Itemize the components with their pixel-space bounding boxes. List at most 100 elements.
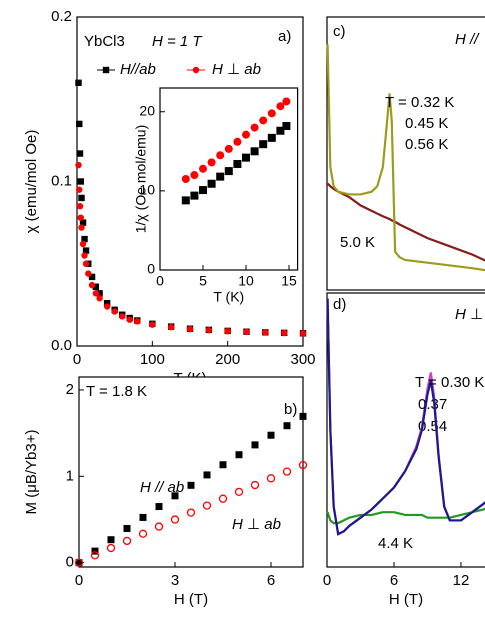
marker bbox=[251, 441, 259, 449]
marker bbox=[126, 316, 133, 323]
x-tick-label: 15 bbox=[281, 273, 297, 289]
marker bbox=[186, 325, 194, 333]
marker bbox=[243, 328, 250, 336]
legend-label: H//ab bbox=[120, 61, 156, 78]
marker bbox=[203, 471, 211, 479]
y-tick-label: 20 bbox=[139, 102, 155, 118]
marker bbox=[259, 116, 268, 125]
annotation: 0.54 bbox=[418, 418, 447, 435]
x-tick-label: 10 bbox=[238, 273, 254, 289]
marker bbox=[199, 186, 207, 195]
marker bbox=[134, 318, 141, 325]
annotation: H // bbox=[455, 31, 480, 48]
marker bbox=[259, 140, 268, 149]
x-tick-label: 6 bbox=[267, 572, 275, 589]
data-line bbox=[326, 507, 485, 525]
x-axis-label: H (T) bbox=[389, 591, 423, 608]
marker bbox=[79, 219, 87, 226]
x-axis-label: T (K) bbox=[213, 289, 244, 305]
marker bbox=[262, 329, 269, 336]
marker bbox=[181, 175, 190, 183]
marker bbox=[266, 474, 276, 483]
marker bbox=[74, 558, 84, 567]
x-tick-label: 200 bbox=[215, 351, 240, 368]
x-tick-label: 100 bbox=[140, 351, 165, 368]
panel-label: d) bbox=[333, 296, 346, 313]
marker bbox=[96, 290, 103, 297]
annotation: H = 1 T bbox=[152, 33, 203, 50]
series-label: H // ab bbox=[140, 479, 184, 496]
marker bbox=[190, 191, 199, 200]
series-label: T = 0.30 K bbox=[415, 374, 484, 391]
marker bbox=[186, 508, 196, 517]
marker bbox=[202, 501, 212, 510]
y-tick-label: 0.1 bbox=[51, 172, 72, 189]
marker bbox=[216, 151, 225, 160]
marker bbox=[107, 536, 115, 544]
legend-marker bbox=[102, 66, 110, 74]
marker bbox=[250, 147, 259, 156]
marker bbox=[207, 179, 216, 188]
marker bbox=[199, 164, 207, 173]
annotation: 0.56 K bbox=[405, 136, 448, 153]
marker bbox=[88, 273, 96, 281]
marker bbox=[218, 494, 228, 503]
marker bbox=[216, 172, 225, 181]
marker bbox=[154, 522, 164, 531]
marker bbox=[76, 150, 84, 157]
marker bbox=[242, 130, 250, 139]
marker bbox=[103, 303, 111, 310]
x-tick-label: 3 bbox=[171, 572, 179, 589]
x-axis-label: H (T) bbox=[174, 591, 208, 608]
marker bbox=[149, 321, 156, 328]
marker bbox=[82, 247, 90, 254]
data-line bbox=[326, 44, 485, 272]
marker bbox=[92, 283, 100, 290]
marker bbox=[170, 515, 180, 524]
marker bbox=[205, 327, 213, 334]
series-label: T = 0.32 K bbox=[385, 94, 454, 111]
x-tick-label: 300 bbox=[290, 351, 315, 368]
x-tick-label: 0 bbox=[75, 572, 83, 589]
annotation: T = 1.8 K bbox=[86, 383, 147, 400]
marker bbox=[276, 126, 285, 135]
annotation: 0.45 K bbox=[405, 115, 448, 132]
data-line bbox=[326, 298, 485, 536]
marker bbox=[76, 202, 84, 210]
marker bbox=[267, 133, 276, 142]
y-tick-label: 10 bbox=[139, 182, 155, 198]
marker bbox=[250, 480, 260, 490]
x-tick-label: 0 bbox=[323, 572, 331, 589]
x-tick-label: 5 bbox=[199, 273, 207, 289]
marker bbox=[181, 196, 190, 205]
marker bbox=[171, 492, 179, 500]
y-tick-label: 0.0 bbox=[51, 337, 72, 354]
series-label: 4.4 K bbox=[378, 535, 413, 552]
marker bbox=[123, 524, 131, 532]
marker bbox=[190, 171, 199, 180]
marker bbox=[76, 120, 83, 128]
marker bbox=[282, 121, 291, 130]
marker bbox=[282, 97, 291, 106]
marker bbox=[235, 451, 243, 459]
marker bbox=[234, 487, 244, 497]
marker bbox=[76, 186, 83, 193]
marker bbox=[233, 159, 242, 168]
y-tick-label: 0 bbox=[147, 261, 155, 277]
marker bbox=[96, 295, 103, 302]
y-tick-label: 0 bbox=[66, 554, 74, 571]
marker bbox=[187, 481, 195, 489]
marker bbox=[139, 513, 147, 521]
marker bbox=[138, 529, 148, 538]
x-tick-label: 0 bbox=[73, 351, 81, 368]
annotation: YbCl3 bbox=[84, 33, 125, 50]
marker bbox=[81, 235, 88, 243]
marker bbox=[207, 158, 216, 167]
y-tick-label: 2 bbox=[66, 381, 74, 398]
y-tick-label: 0.2 bbox=[51, 8, 72, 25]
x-tick-label: 0 bbox=[156, 273, 164, 289]
series-label: 5.0 K bbox=[340, 234, 375, 251]
marker bbox=[219, 461, 227, 469]
marker bbox=[298, 460, 308, 470]
